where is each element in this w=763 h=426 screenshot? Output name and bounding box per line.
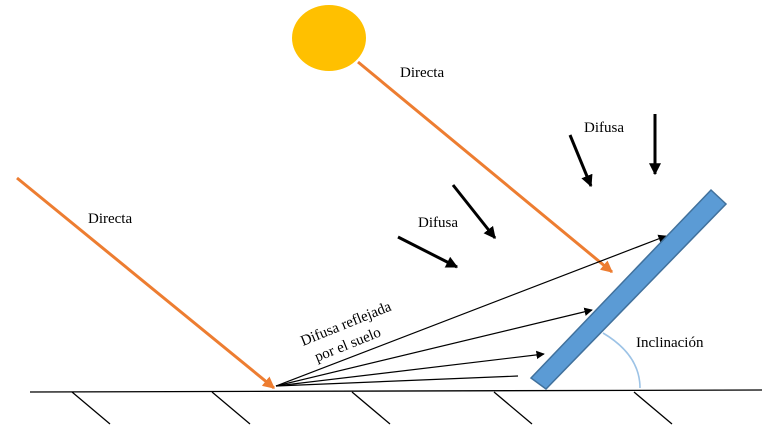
hatch-mark	[351, 391, 391, 425]
ground-hatching	[71, 391, 673, 425]
diffuse-arrow	[397, 235, 459, 269]
hatch-mark	[493, 391, 533, 425]
diffuse-arrow	[568, 134, 593, 188]
sun	[292, 5, 366, 71]
diffuse-arrow	[451, 184, 497, 239]
direct-label-left: Directa	[88, 211, 132, 227]
hatch-mark	[71, 391, 111, 425]
tilt-angle-arc	[602, 332, 641, 389]
diffuse-label-mid: Difusa	[418, 215, 458, 231]
direct-ray-to-ground	[16, 176, 275, 390]
reflected-ray	[275, 307, 593, 387]
reflected-ray	[275, 375, 519, 387]
reflected-ray	[275, 234, 667, 387]
reflected-rays	[275, 234, 667, 387]
direct-label-top: Directa	[400, 65, 444, 81]
direct-ray-to-panel	[357, 60, 613, 274]
hatch-mark	[211, 391, 251, 425]
tilt-label: Inclinación	[636, 335, 704, 351]
diffuse-label-top: Difusa	[584, 120, 624, 136]
diffuse-arrows	[397, 114, 661, 269]
solar-panel	[529, 188, 728, 390]
ground-line	[29, 389, 763, 393]
hatch-mark	[633, 391, 673, 425]
reflected-ray	[275, 350, 545, 387]
